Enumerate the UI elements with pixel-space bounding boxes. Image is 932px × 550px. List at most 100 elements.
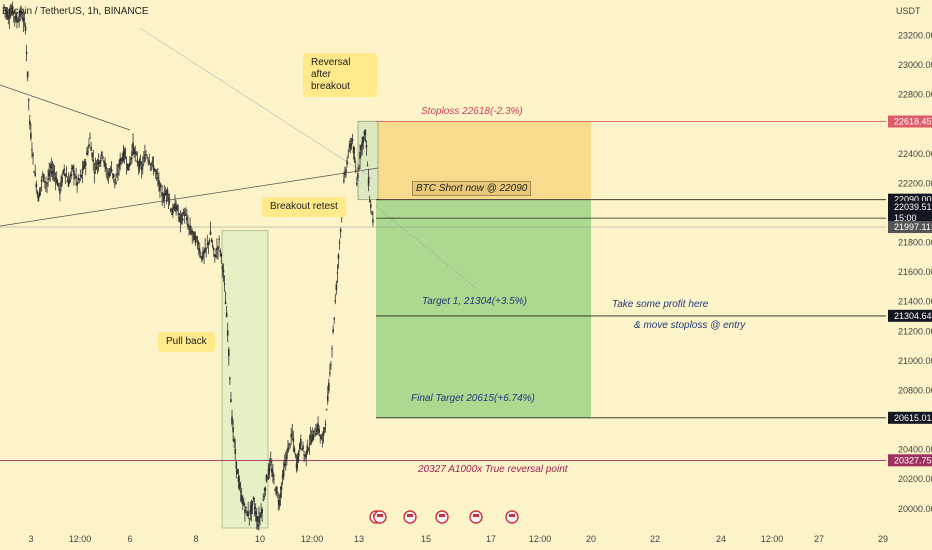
- price-tag[interactable]: [888, 221, 932, 234]
- price-tag-label: 21304.64: [894, 311, 932, 321]
- pullback-note: Pull back: [158, 332, 215, 352]
- candle-body: [309, 436, 312, 439]
- candle-body: [263, 496, 266, 497]
- candle-body: [204, 247, 206, 252]
- candle-body: [127, 164, 130, 171]
- candle-body: [177, 212, 180, 214]
- candle-body: [297, 452, 300, 457]
- candle-body: [19, 11, 21, 17]
- event-flag-stripe: [473, 514, 479, 517]
- candle-body: [287, 447, 289, 453]
- candle-body: [339, 229, 342, 232]
- candle-body: [331, 348, 333, 349]
- candle-body: [101, 151, 103, 156]
- price-tag[interactable]: [888, 201, 932, 214]
- candle-body: [137, 164, 140, 166]
- candle-body: [49, 170, 52, 173]
- candle-body: [210, 240, 213, 242]
- candle-body: [52, 170, 55, 174]
- currency-label: USDT: [896, 6, 921, 16]
- candle-body: [276, 491, 278, 493]
- candle-body: [98, 161, 101, 164]
- price-tick-label: 23000.00: [898, 60, 932, 70]
- candle-body: [233, 439, 235, 442]
- candle-body: [51, 170, 54, 175]
- price-tag[interactable]: [888, 454, 932, 467]
- candle-body: [240, 495, 243, 502]
- candle-body: [7, 14, 10, 20]
- candle-body: [368, 200, 371, 202]
- candle-body: [189, 225, 191, 231]
- candle-body: [61, 176, 63, 183]
- time-tick-label: 22: [650, 534, 660, 544]
- candle-body: [274, 490, 276, 491]
- price-tick-label: 20000.00: [898, 504, 932, 514]
- price-tag-label: 22090.00: [894, 195, 932, 205]
- target1-label: Target 1, 21304(+3.5%): [422, 296, 527, 307]
- candle-body: [285, 459, 287, 462]
- breakout-note: Breakout retest: [262, 197, 346, 217]
- candle-body: [77, 177, 80, 181]
- candle-body: [289, 444, 291, 446]
- candle-body: [13, 16, 16, 18]
- candle-body: [106, 176, 109, 179]
- candle-body: [316, 428, 318, 433]
- candle-body: [157, 177, 159, 180]
- candle-body: [89, 137, 91, 139]
- candle-body: [163, 193, 166, 200]
- candle-body: [205, 248, 208, 249]
- candle-body: [227, 349, 230, 357]
- candle-body: [24, 26, 27, 31]
- candle-body: [84, 162, 87, 166]
- time-axis[interactable]: 3 12:00 6 8 10 12:00 13 15 17 12:00 20 22 24 12:00 27 2…: [28, 534, 888, 544]
- candle-body: [146, 156, 148, 158]
- candle-body: [58, 183, 60, 187]
- price-tag-label: 20327.75: [894, 455, 932, 465]
- time-tick-label: 6: [127, 534, 132, 544]
- candle-body: [161, 191, 163, 197]
- candle-body: [55, 178, 58, 183]
- candle-body: [328, 382, 330, 392]
- price-tag[interactable]: [888, 411, 932, 424]
- candle-body: [273, 478, 275, 480]
- candle-body: [93, 171, 96, 174]
- descending-trendline[interactable]: [0, 84, 131, 131]
- time-tick-label: 20: [586, 534, 596, 544]
- candle-body: [81, 168, 84, 174]
- candle-body: [310, 438, 313, 443]
- candle-body: [184, 214, 187, 216]
- target-zone: [376, 199, 591, 418]
- candle-body: [158, 180, 160, 185]
- candle-body: [92, 159, 95, 162]
- candle-body: [334, 300, 337, 302]
- symbol-title[interactable]: Bitcoin / TetherUS, 1h, BINANCE: [2, 6, 149, 17]
- candle-body: [17, 21, 19, 23]
- candle-body: [39, 187, 42, 189]
- candle-body: [311, 434, 314, 441]
- candle-body: [193, 232, 196, 240]
- candle-body: [352, 146, 355, 154]
- candle-body: [304, 455, 306, 457]
- price-tag[interactable]: [888, 115, 932, 128]
- candle-body: [109, 167, 112, 169]
- candle-body: [121, 158, 124, 162]
- candle-body: [359, 151, 361, 159]
- candle-body: [269, 461, 272, 463]
- time-tick-label: 15: [421, 534, 431, 544]
- candle-body: [252, 497, 255, 500]
- candle-body: [271, 468, 273, 473]
- price-tag[interactable]: [888, 309, 932, 322]
- candle-body: [330, 364, 332, 366]
- candle-body: [111, 173, 114, 175]
- ascending-trendline[interactable]: [0, 167, 379, 227]
- price-axis[interactable]: 20000.0020200.0020400.0020600.0020800.00…: [898, 30, 932, 513]
- candle-body: [261, 508, 263, 514]
- candle-body: [180, 214, 183, 217]
- price-tag-label: 20615.01: [894, 413, 932, 423]
- price-tick-label: 22800.00: [898, 90, 932, 100]
- candle-body: [149, 164, 152, 166]
- candle-body: [344, 171, 346, 175]
- candle-body: [182, 211, 185, 215]
- candle-body: [244, 509, 246, 514]
